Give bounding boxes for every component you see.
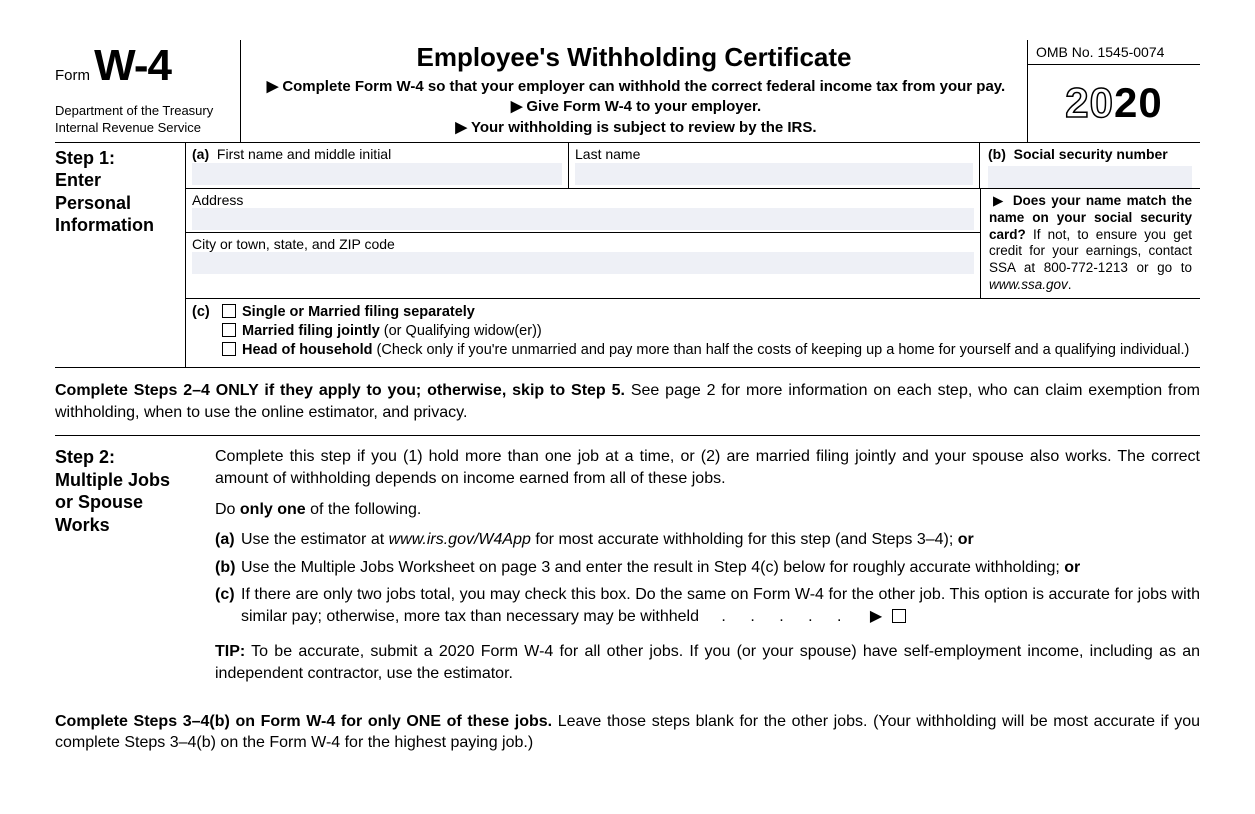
step2-line2: Multiple Jobs (55, 469, 205, 492)
filing-hoh-label: Head of household (242, 342, 373, 358)
form-w4: Form W-4 Department of the Treasury Inte… (55, 40, 1200, 754)
step2-line4: Works (55, 514, 205, 537)
header-instruction-3: Your withholding is subject to review by… (471, 119, 817, 136)
year-outline: 20 (1065, 79, 1114, 126)
step-2: Step 2: Multiple Jobs or Spouse Works Co… (55, 435, 1200, 696)
triangle-icon: ▶ (993, 193, 1003, 210)
ssn-label: Social security number (1014, 146, 1168, 162)
step1-line2: Enter (55, 169, 179, 192)
header-right: OMB No. 1545-0074 2020 (1028, 40, 1200, 142)
form-prefix: Form (55, 67, 90, 84)
step2-line3: or Spouse (55, 491, 205, 514)
do-only-bold: only one (240, 501, 306, 518)
option-a-letter: (a) (215, 529, 241, 551)
city-input[interactable] (192, 252, 974, 274)
step2-intro: Complete this step if you (1) hold more … (215, 446, 1200, 489)
header-instruction-2: Give Form W-4 to your employer. (526, 98, 761, 115)
triangle-icon: ▶ (511, 97, 523, 117)
do-only-pre: Do (215, 501, 240, 518)
header-left: Form W-4 Department of the Treasury Inte… (55, 40, 241, 142)
omb-number: OMB No. 1545-0074 (1028, 40, 1200, 65)
city-label: City or town, state, and ZIP code (186, 233, 980, 252)
prefix-c: (c) (192, 304, 222, 320)
first-name-input[interactable] (192, 163, 562, 185)
step1-line1: Step 1: (55, 147, 179, 170)
prefix-a: (a) (192, 146, 209, 162)
triangle-icon: ▶ (455, 118, 467, 138)
steps-2-4-instruction: Complete Steps 2–4 ONLY if they apply to… (55, 368, 1200, 435)
step-2-label: Step 2: Multiple Jobs or Spouse Works (55, 446, 215, 684)
last-name-label: Last name (575, 146, 640, 162)
bottom-bold: Complete Steps 3–4(b) on Form W-4 for on… (55, 713, 552, 730)
prefix-b: (b) (988, 146, 1006, 162)
opt-a-or: or (958, 531, 974, 548)
step-1-fields: (a) First name and middle initial Last n… (185, 143, 1200, 367)
checkbox-mfj[interactable] (222, 323, 236, 337)
form-number: W-4 (94, 41, 171, 90)
filing-single-label: Single or Married filing separately (242, 304, 475, 320)
option-b-letter: (b) (215, 557, 241, 579)
tax-year: 2020 (1028, 65, 1200, 142)
step1-line4: Information (55, 214, 179, 237)
tip-text: To be accurate, submit a 2020 Form W-4 f… (215, 643, 1200, 682)
ssa-url: www.ssa.gov (989, 277, 1068, 292)
tip-label: TIP: (215, 643, 245, 660)
header-instruction-1: Complete Form W-4 so that your employer … (282, 78, 1005, 95)
opt-a-post: for most accurate withholding for this s… (531, 531, 958, 548)
dept-line-2: Internal Revenue Service (55, 120, 240, 136)
form-header: Form W-4 Department of the Treasury Inte… (55, 40, 1200, 143)
opt-b-text: Use the Multiple Jobs Worksheet on page … (241, 559, 1064, 576)
last-name-input[interactable] (575, 163, 973, 185)
ssn-input[interactable] (988, 166, 1192, 188)
filing-status-section: (c) Single or Married filing separately … (186, 299, 1200, 367)
checkbox-single[interactable] (222, 304, 236, 318)
address-label: Address (186, 189, 980, 208)
filing-mfj-label: Married filing jointly (242, 323, 380, 339)
step1-line3: Personal (55, 192, 179, 215)
leader-dots: . . . . . (699, 608, 866, 625)
first-name-label: First name and middle initial (217, 146, 391, 162)
filing-hoh-paren: (Check only if you're unmarried and pay … (373, 342, 1190, 358)
option-c-letter: (c) (215, 584, 241, 627)
filing-mfj-paren: (or Qualifying widow(er)) (380, 323, 542, 339)
checkbox-two-jobs[interactable] (892, 609, 906, 623)
do-only-post: of the following. (306, 501, 422, 518)
triangle-icon: ▶ (870, 606, 882, 628)
header-center: Employee's Withholding Certificate ▶Comp… (241, 40, 1028, 142)
triangle-icon: ▶ (267, 77, 279, 97)
dept-line-1: Department of the Treasury (55, 103, 240, 119)
year-solid: 20 (1114, 79, 1163, 126)
step-1: Step 1: Enter Personal Information (a) F… (55, 143, 1200, 368)
step-1-label: Step 1: Enter Personal Information (55, 143, 185, 367)
opt-a-url: www.irs.gov/W4App (389, 531, 531, 548)
address-input[interactable] (192, 208, 974, 230)
opt-b-or: or (1064, 559, 1080, 576)
step2-line1: Step 2: (55, 446, 205, 469)
steps-3-4-instruction: Complete Steps 3–4(b) on Form W-4 for on… (55, 697, 1200, 754)
mid-instr-bold: Complete Steps 2–4 ONLY if they apply to… (55, 382, 625, 399)
certificate-title: Employee's Withholding Certificate (255, 42, 1013, 73)
checkbox-hoh[interactable] (222, 342, 236, 356)
opt-a-pre: Use the estimator at (241, 531, 389, 548)
